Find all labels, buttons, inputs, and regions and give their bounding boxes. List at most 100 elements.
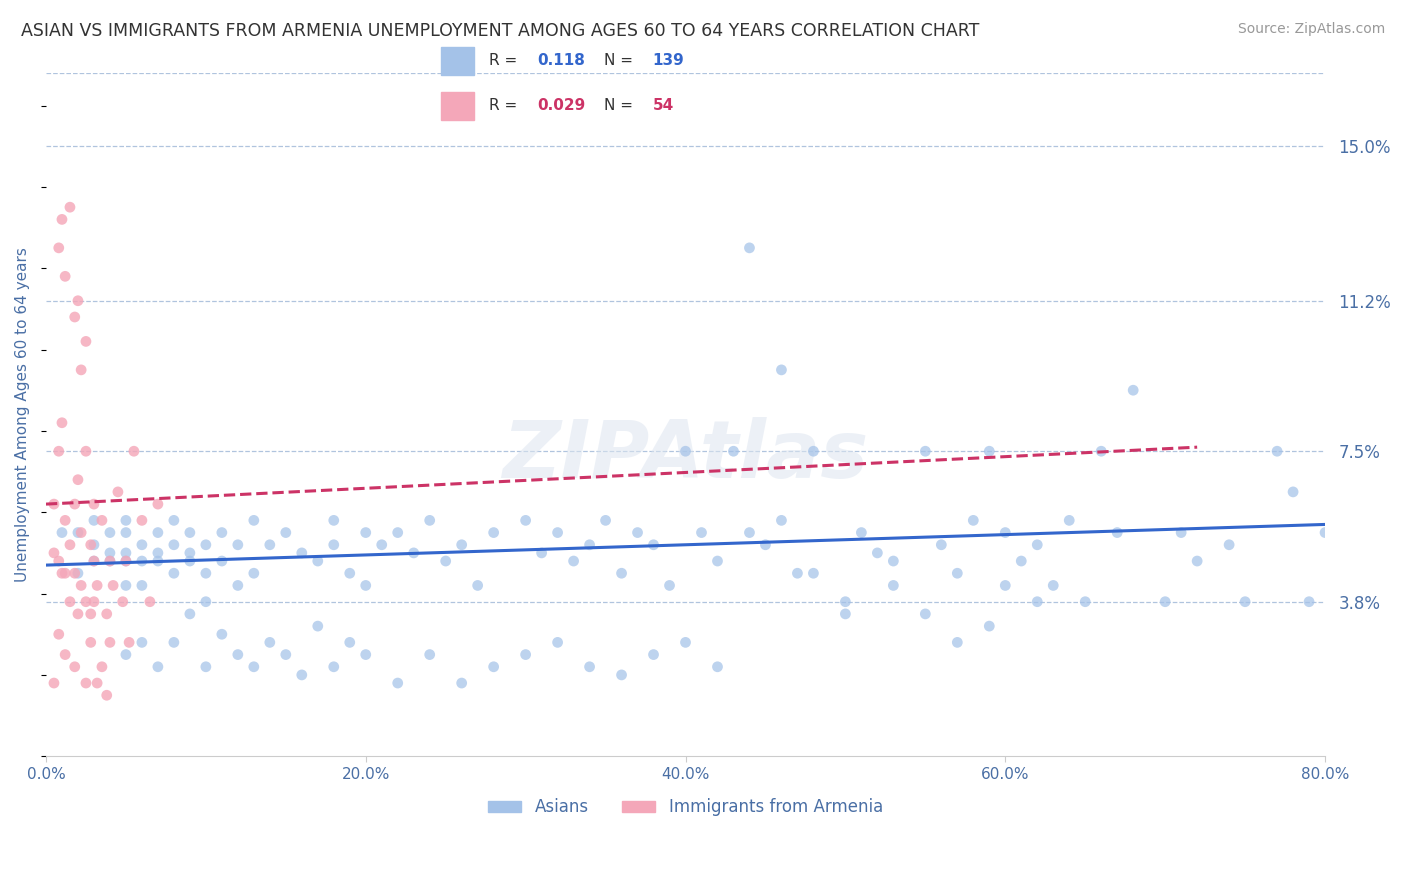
Point (1090, 444, 1112, 458)
Text: ZIPAtlas: ZIPAtlas (502, 417, 869, 495)
Point (139, 595, 162, 609)
Point (1042, 578, 1064, 592)
Point (770, 513, 793, 527)
Point (63, 310, 86, 324)
Bar (441, 47, 474, 75)
Point (1010, 554, 1032, 568)
Point (53, 648, 76, 662)
Point (866, 546, 889, 560)
Point (51, 416, 73, 430)
Point (146, 497, 169, 511)
Point (626, 525, 648, 540)
Point (163, 635, 186, 649)
Point (51, 525, 73, 540)
Point (851, 525, 873, 540)
Point (770, 363, 793, 377)
Point (194, 566, 217, 581)
Point (194, 538, 217, 552)
Point (131, 513, 153, 527)
Point (163, 538, 186, 552)
Point (48, 241, 70, 255)
Point (1185, 554, 1208, 568)
Point (83, 554, 105, 568)
Point (419, 513, 441, 527)
Point (98, 635, 121, 649)
Legend: Asians, Immigrants from Armenia: Asians, Immigrants from Armenia (481, 792, 890, 823)
Point (1074, 595, 1097, 609)
Point (118, 635, 141, 649)
Point (738, 525, 761, 540)
Point (834, 607, 856, 621)
Point (96, 607, 118, 621)
Point (42, 546, 65, 560)
Point (98, 546, 121, 560)
Point (211, 627, 233, 641)
Point (578, 538, 600, 552)
Point (482, 660, 505, 674)
Point (1282, 484, 1305, 499)
Point (53, 513, 76, 527)
Point (226, 538, 249, 552)
Text: Source: ZipAtlas.com: Source: ZipAtlas.com (1237, 22, 1385, 37)
Point (51, 212, 73, 227)
Point (101, 578, 124, 592)
Point (882, 554, 904, 568)
Point (387, 676, 409, 690)
Point (53, 269, 76, 284)
Point (706, 554, 728, 568)
Text: N =: N = (605, 98, 638, 113)
Point (547, 525, 569, 540)
Text: 139: 139 (652, 54, 685, 69)
Point (562, 554, 585, 568)
Point (946, 566, 969, 581)
Point (786, 566, 808, 581)
Point (946, 635, 969, 649)
Point (115, 525, 138, 540)
Point (115, 578, 138, 592)
Point (1234, 595, 1257, 609)
Point (66, 566, 89, 581)
Point (122, 444, 145, 458)
Point (83, 497, 105, 511)
Point (387, 525, 409, 540)
Point (962, 513, 984, 527)
Text: N =: N = (605, 54, 638, 69)
Point (1122, 383, 1144, 397)
Point (914, 444, 936, 458)
Point (75, 595, 97, 609)
Point (86, 578, 108, 592)
Point (1026, 595, 1049, 609)
Point (115, 546, 138, 560)
Point (80, 635, 103, 649)
Text: 54: 54 (652, 98, 673, 113)
Text: R =: R = (489, 54, 523, 69)
Point (83, 554, 105, 568)
Point (179, 554, 201, 568)
Point (354, 525, 377, 540)
Point (226, 578, 249, 592)
Point (115, 513, 138, 527)
Point (131, 635, 153, 649)
Point (70, 363, 93, 377)
Point (48, 444, 70, 458)
Point (658, 578, 681, 592)
Point (243, 513, 266, 527)
Point (450, 676, 472, 690)
Point (42, 676, 65, 690)
Point (80, 607, 103, 621)
Point (98, 525, 121, 540)
Point (979, 444, 1001, 458)
Point (914, 607, 936, 621)
Point (194, 595, 217, 609)
Point (63, 497, 86, 511)
Point (66, 473, 89, 487)
Point (322, 660, 344, 674)
Point (131, 538, 153, 552)
Point (163, 513, 186, 527)
Point (90, 660, 112, 674)
Point (226, 648, 249, 662)
Point (1026, 538, 1049, 552)
Point (994, 525, 1017, 540)
Point (595, 513, 617, 527)
Point (179, 607, 201, 621)
